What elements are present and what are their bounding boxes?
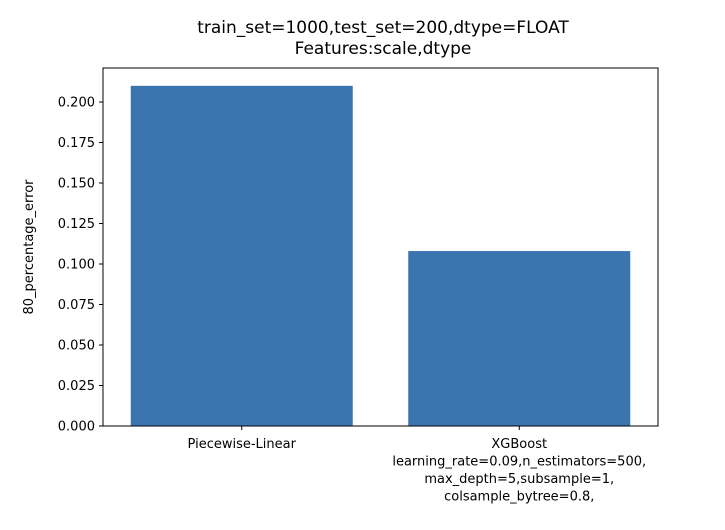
x-tick-label-2: XGBoost learning_rate=0.09,n_estimators=5… (392, 437, 646, 505)
y-tick-label-5: 0.125 (58, 217, 95, 232)
y-axis-label: 80_percentage_error (22, 179, 37, 315)
y-tick-label-3: 0.075 (58, 298, 95, 313)
y-tick-label-1: 0.025 (58, 379, 95, 394)
plot-frame (102, 67, 659, 427)
y-tick-label-6: 0.150 (58, 177, 95, 192)
bar-2 (408, 251, 631, 426)
y-tick-label-0: 0.000 (58, 420, 95, 435)
y-tick-label-4: 0.100 (58, 258, 95, 273)
x-tick-label-1: Piecewise-Linear (188, 437, 297, 452)
chart-subtitle: Features:scale,dtype (295, 39, 472, 59)
y-tick-label-7: 0.175 (58, 136, 95, 151)
y-tick-label-8: 0.200 (58, 96, 95, 111)
bars-layer (130, 85, 631, 427)
chart-title: train_set=1000,test_set=200,dtype=FLOAT (197, 18, 569, 38)
x-axis: Piecewise-Linear XGBoost learning_rate=0.0… (188, 426, 646, 505)
bar-1 (130, 85, 353, 427)
y-axis: 0.000 0.025 0.050 0.075 0.100 0.125 0.150 0.175… (58, 96, 103, 435)
y-tick-label-2: 0.050 (58, 339, 95, 354)
